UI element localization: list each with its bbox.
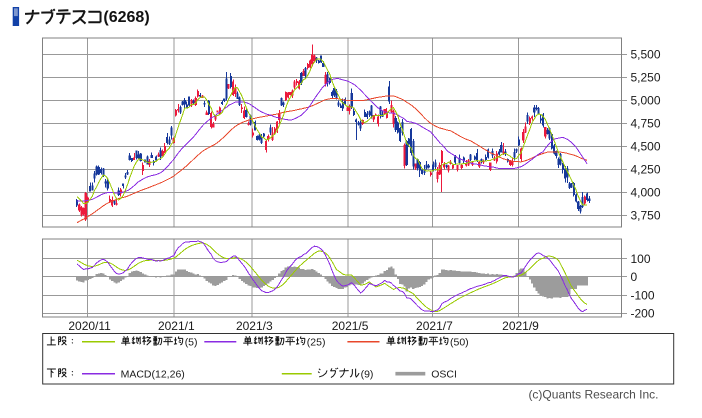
svg-text:-200: -200 <box>631 307 655 321</box>
svg-text:4,250: 4,250 <box>631 163 661 177</box>
svg-text:(c)Quants Research Inc.: (c)Quants Research Inc. <box>528 388 658 402</box>
svg-text:(25): (25) <box>307 336 326 348</box>
svg-text:3,750: 3,750 <box>631 209 661 223</box>
svg-text:5,000: 5,000 <box>631 94 661 108</box>
svg-text:5,500: 5,500 <box>631 48 661 62</box>
svg-text:(5): (5) <box>185 336 198 348</box>
svg-text:4,500: 4,500 <box>631 140 661 154</box>
svg-text:4,750: 4,750 <box>631 117 661 131</box>
svg-text:(9): (9) <box>361 368 374 380</box>
svg-text:OSCI: OSCI <box>431 368 457 380</box>
svg-text:2021/1: 2021/1 <box>158 319 195 333</box>
svg-text:-100: -100 <box>631 288 655 302</box>
svg-text:2021/9: 2021/9 <box>502 319 539 333</box>
svg-text:2021/7: 2021/7 <box>416 319 453 333</box>
svg-text:5,250: 5,250 <box>631 71 661 85</box>
svg-text:4,000: 4,000 <box>631 186 661 200</box>
svg-text:100: 100 <box>631 252 651 266</box>
svg-text:2020/11: 2020/11 <box>68 319 111 333</box>
svg-text:0: 0 <box>631 270 638 284</box>
svg-text:(6268): (6268) <box>103 9 149 26</box>
svg-text:MACD(12,26): MACD(12,26) <box>121 368 185 380</box>
svg-text:2021/5: 2021/5 <box>332 319 369 333</box>
svg-text:2021/3: 2021/3 <box>236 319 273 333</box>
svg-text:(50): (50) <box>450 336 469 348</box>
